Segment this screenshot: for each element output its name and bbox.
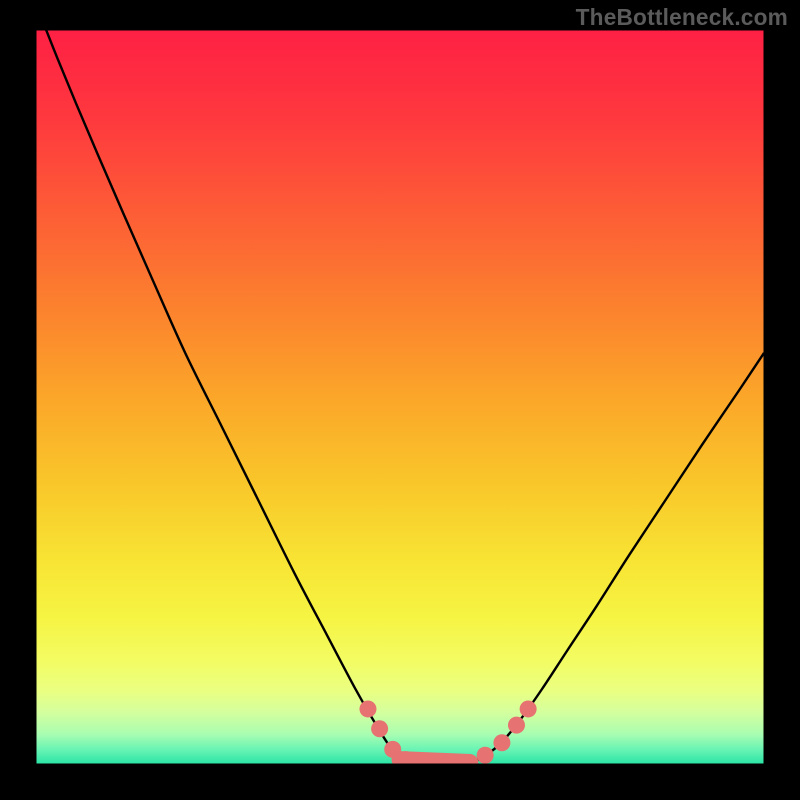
chart-container: TheBottleneck.com: [0, 0, 800, 800]
marker-dot: [508, 717, 525, 734]
marker-dot: [477, 747, 494, 764]
marker-dot: [371, 720, 388, 737]
marker-dot: [359, 700, 376, 717]
marker-dot: [520, 700, 537, 717]
marker-dot: [493, 734, 510, 751]
plot-background: [36, 30, 764, 764]
watermark-text: TheBottleneck.com: [576, 4, 788, 31]
v-curve-chart: [0, 0, 800, 800]
